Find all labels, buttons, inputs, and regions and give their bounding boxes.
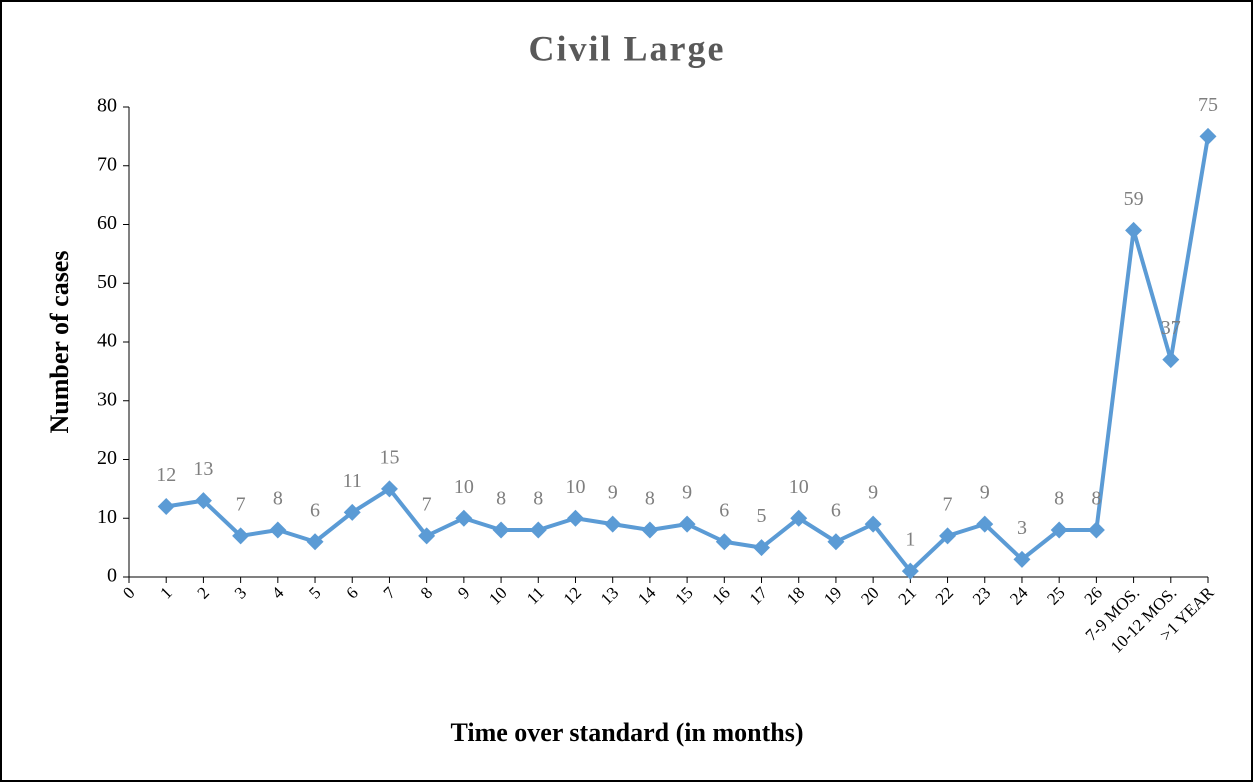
point-marker (269, 521, 287, 539)
point-marker (529, 521, 547, 539)
point-marker (343, 503, 361, 521)
data-label: 11 (343, 470, 362, 492)
point-marker (194, 492, 212, 510)
point-marker (455, 509, 473, 527)
x-axis-title: Time over standard (in months) (451, 718, 804, 747)
point-marker (864, 515, 882, 533)
point-marker (1050, 521, 1068, 539)
y-tick-label: 10 (97, 506, 117, 528)
point-marker (976, 515, 994, 533)
point-marker (790, 509, 808, 527)
y-axis-title: Number of cases (45, 251, 74, 434)
y-tick-label: 60 (97, 212, 117, 234)
data-label: 6 (719, 499, 729, 521)
data-label: 6 (831, 499, 841, 521)
data-label: 7 (943, 493, 953, 515)
data-label: 10 (565, 476, 585, 498)
point-marker (157, 498, 175, 515)
data-label: 9 (682, 482, 692, 504)
point-marker (715, 533, 733, 551)
data-label: 6 (310, 499, 320, 521)
point-marker (939, 527, 957, 545)
data-label: 8 (496, 488, 506, 510)
point-marker (678, 515, 696, 533)
point-marker (1087, 521, 1105, 539)
point-marker (492, 521, 510, 539)
point-marker (380, 480, 398, 498)
data-label: 15 (379, 446, 399, 468)
y-tick-label: 70 (97, 153, 117, 175)
data-label: 8 (645, 488, 655, 510)
data-label: 12 (156, 464, 176, 486)
point-marker (901, 562, 919, 580)
data-label: 3 (1017, 517, 1027, 539)
point-marker (232, 527, 250, 545)
chart-title: Civil Large (529, 28, 726, 68)
y-tick-label: 20 (97, 447, 117, 469)
data-label: 9 (608, 482, 618, 504)
data-label: 10 (454, 476, 474, 498)
data-label: 7 (236, 493, 246, 515)
point-marker (1013, 550, 1031, 568)
data-label: 10 (789, 476, 809, 498)
y-tick-label: 30 (97, 388, 117, 410)
y-tick-label: 0 (107, 565, 117, 587)
data-label: 1 (905, 529, 915, 551)
data-label: 9 (868, 482, 878, 504)
data-label: 59 (1124, 188, 1144, 210)
point-marker (418, 527, 436, 545)
data-label: 37 (1161, 317, 1181, 339)
data-label: 75 (1198, 94, 1218, 116)
point-marker (753, 539, 771, 557)
point-marker (641, 521, 659, 539)
y-tick-label: 40 (97, 330, 117, 352)
point-marker (604, 515, 622, 533)
data-label: 13 (193, 458, 213, 480)
point-marker (566, 509, 584, 527)
point-marker (827, 533, 845, 551)
point-marker (306, 533, 324, 551)
data-label: 8 (533, 488, 543, 510)
y-tick-label: 80 (97, 95, 117, 117)
data-label: 8 (273, 488, 283, 510)
data-label: 8 (1091, 488, 1101, 510)
data-label: 9 (980, 482, 990, 504)
data-label: 5 (757, 505, 767, 527)
data-label: 7 (422, 493, 432, 515)
y-tick-label: 50 (97, 271, 117, 293)
data-label: 8 (1054, 488, 1064, 510)
